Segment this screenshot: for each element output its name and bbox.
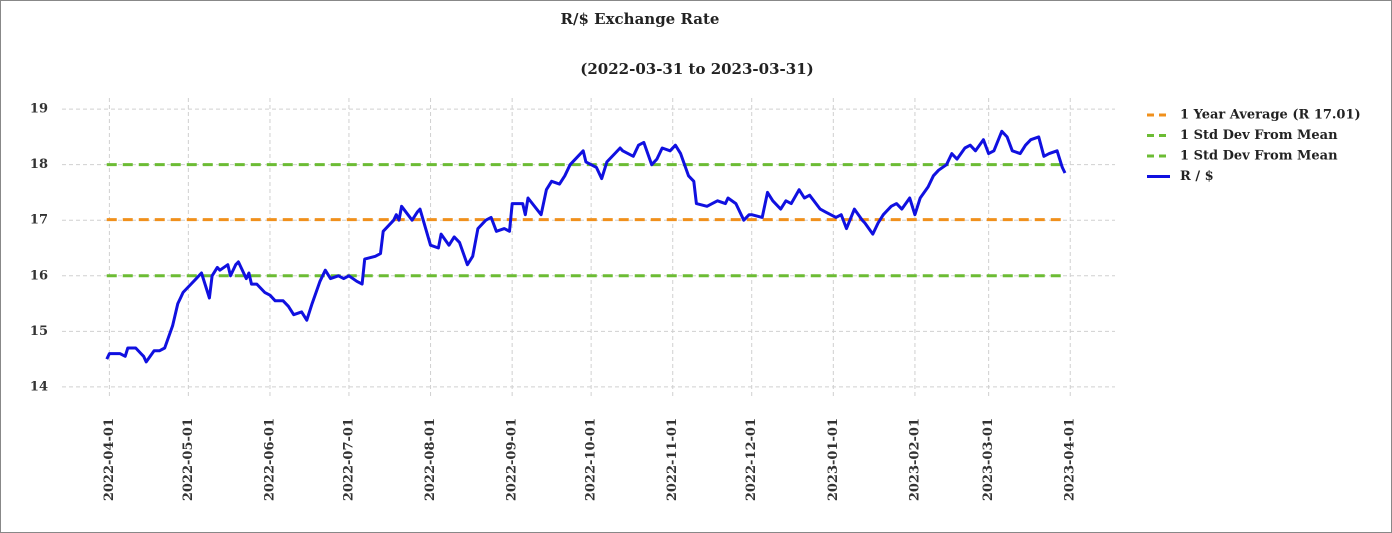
line [105, 129, 1067, 364]
x-tick-label: 2022-09-01 [505, 418, 520, 501]
x-tick-label: 2023-01-01 [826, 418, 841, 501]
x-tick-label: 2022-12-01 [744, 418, 759, 501]
chart-title: R/$ Exchange Rate [561, 10, 720, 28]
y-tick-label: 17 [30, 213, 48, 228]
legend-label: 1 Std Dev From Mean [1180, 149, 1338, 164]
y-tick-label: 19 [30, 102, 48, 117]
x-tick-label: 2023-04-01 [1063, 418, 1078, 501]
x-tick-label: 2022-05-01 [181, 418, 196, 501]
x-tick-label: 2023-03-01 [981, 418, 996, 501]
y-tick-label: 18 [30, 157, 48, 172]
x-tick-label: 2022-08-01 [423, 418, 438, 501]
legend-label: R / $ [1180, 169, 1214, 184]
legend-label: 1 Year Average (R 17.01) [1180, 108, 1361, 123]
x-tick-label: 2022-11-01 [665, 418, 680, 501]
y-tick-label: 16 [30, 268, 48, 283]
x-tick-label: 2022-10-01 [584, 418, 599, 501]
x-tick-label: 2022-07-01 [341, 418, 356, 501]
y-tick-label: 14 [30, 379, 48, 394]
y-tick-label: 15 [30, 324, 48, 339]
x-tick-label: 2022-04-01 [102, 418, 117, 501]
chart-subtitle: (2022-03-31 to 2023-03-31) [580, 60, 813, 78]
x-tick-label: 2022-06-01 [262, 418, 277, 501]
x-tick-label: 2023-02-01 [907, 418, 922, 501]
legend-label: 1 Std Dev From Mean [1180, 128, 1338, 143]
